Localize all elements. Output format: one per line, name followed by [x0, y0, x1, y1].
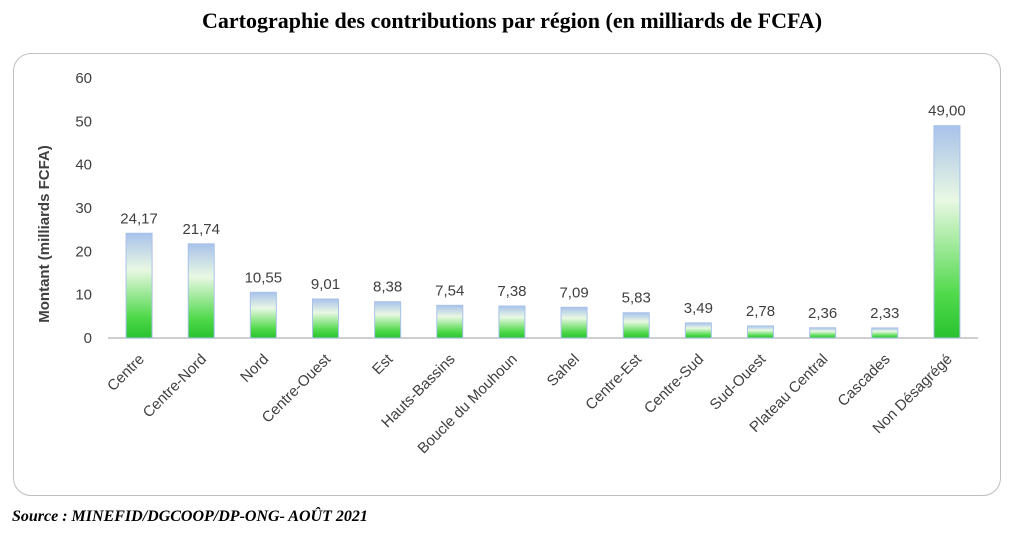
- bar: [498, 305, 526, 339]
- data-label: 8,38: [373, 279, 402, 296]
- bars: [125, 125, 961, 339]
- data-label: 7,54: [435, 282, 464, 299]
- bar: [374, 301, 402, 339]
- data-label: 49,00: [928, 103, 966, 120]
- data-labels: 24,17 21,74 10,55 9,01 8,38 7,54 7,38 7,09 5,83 3…: [120, 103, 965, 322]
- bar: [933, 125, 961, 339]
- y-axis-title: Montant (milliards FCFA): [36, 145, 53, 323]
- bar: [809, 327, 837, 339]
- chart-frame: [13, 53, 1001, 496]
- y-tick-label: 0: [84, 330, 92, 347]
- y-tick-label: 10: [75, 287, 92, 304]
- y-tick-label: 20: [75, 243, 92, 260]
- y-tick-label: 30: [75, 200, 92, 217]
- bar: [125, 232, 153, 339]
- data-label: 9,01: [311, 276, 340, 293]
- data-label: 7,38: [497, 283, 526, 300]
- bar: [684, 322, 712, 339]
- chart-title: Cartographie des contributions par régio…: [201, 8, 823, 33]
- category-label: Centre-Sud: [641, 351, 707, 417]
- category-label: Centre-Est: [582, 350, 645, 413]
- data-label: 21,74: [182, 221, 220, 238]
- data-label: 2,78: [746, 303, 775, 320]
- bar: [622, 312, 650, 339]
- category-label: Est: [369, 350, 397, 378]
- y-tick-label: 40: [75, 157, 92, 174]
- data-label: 2,36: [808, 305, 837, 322]
- bar: [747, 325, 774, 339]
- category-label: Centre-Nord: [140, 351, 210, 421]
- bar: [560, 306, 588, 339]
- y-tick-label: 50: [75, 113, 92, 130]
- source-note: Source : MINEFID/DGCOOP/DP-ONG- AOÛT 202…: [12, 508, 368, 525]
- category-label: Nord: [237, 351, 272, 386]
- bar: [436, 304, 464, 339]
- category-label: Sud-Ouest: [707, 350, 770, 413]
- data-label: 3,49: [684, 300, 713, 317]
- data-label: 5,83: [622, 290, 651, 307]
- category-label: Sahel: [544, 351, 583, 390]
- category-label: Cascades: [834, 351, 893, 410]
- data-label: 2,33: [870, 305, 899, 322]
- y-tick-label: 60: [75, 70, 92, 87]
- data-label: 7,09: [559, 284, 588, 301]
- data-label: 10,55: [245, 269, 283, 286]
- bar: [312, 298, 339, 339]
- bar: [249, 291, 277, 339]
- bar: [871, 327, 899, 339]
- category-label: Centre: [104, 351, 148, 395]
- data-label: 24,17: [120, 210, 158, 227]
- bar: [187, 243, 215, 339]
- y-axis-ticks: 0 10 20 30 40 50 60: [75, 70, 92, 347]
